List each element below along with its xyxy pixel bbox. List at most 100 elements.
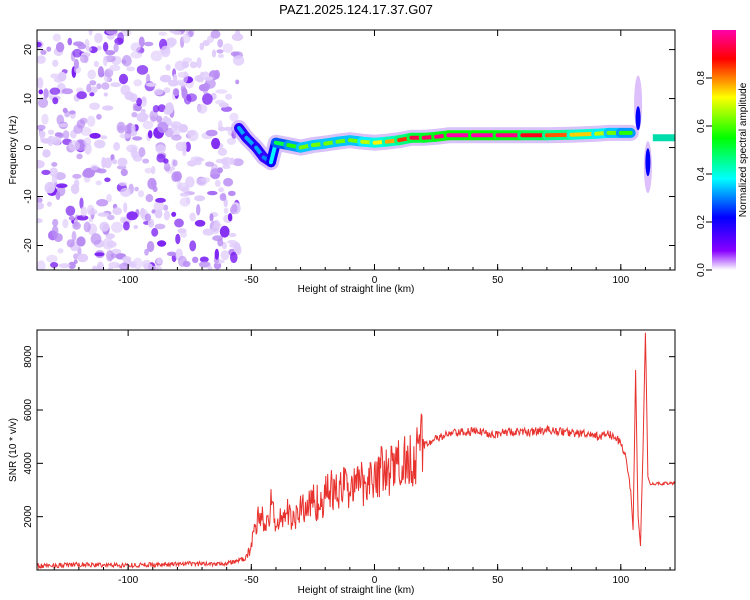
noise-blob xyxy=(211,137,221,150)
noise-blob xyxy=(194,75,201,82)
noise-blob xyxy=(124,124,131,135)
noise-blob xyxy=(202,40,210,47)
noise-blob xyxy=(227,213,233,222)
noise-blob xyxy=(132,103,137,112)
noise-blob xyxy=(86,204,95,216)
noise-blob xyxy=(68,261,76,269)
noise-blob xyxy=(56,183,68,188)
noise-region xyxy=(37,30,245,270)
noise-blob xyxy=(215,89,228,94)
noise-blob xyxy=(73,253,79,260)
noise-blob xyxy=(160,45,171,58)
noise-blob xyxy=(199,256,209,263)
noise-blob xyxy=(68,140,80,152)
noise-blob xyxy=(223,207,229,214)
noise-blob xyxy=(97,66,104,78)
noise-blob xyxy=(88,30,93,36)
noise-blob xyxy=(113,43,119,53)
noise-blob xyxy=(181,186,190,193)
noise-blob xyxy=(186,130,196,136)
noise-blob xyxy=(106,240,117,248)
noise-blob xyxy=(196,204,201,216)
noise-blob xyxy=(138,36,145,48)
noise-blob xyxy=(50,73,59,79)
noise-blob xyxy=(68,215,75,221)
noise-blob xyxy=(178,255,187,267)
colorbar-tick-label: 0.6 xyxy=(696,119,707,133)
noise-blob xyxy=(101,157,107,169)
noise-blob xyxy=(65,205,76,216)
noise-blob xyxy=(192,256,199,263)
noise-blob xyxy=(126,144,138,153)
noise-blob xyxy=(106,214,115,221)
noise-blob xyxy=(163,204,169,211)
noise-blob xyxy=(143,263,153,270)
snr-frame xyxy=(36,329,676,571)
noise-blob xyxy=(86,83,92,93)
noise-blob xyxy=(72,173,82,179)
noise-blob xyxy=(155,197,166,203)
noise-blob xyxy=(210,168,221,180)
noise-blob xyxy=(49,167,58,177)
noise-blob xyxy=(144,248,149,256)
noise-blob xyxy=(55,42,65,53)
noise-blob xyxy=(163,210,170,221)
noise-blob xyxy=(52,59,59,67)
noise-blob xyxy=(52,97,59,105)
noise-blob xyxy=(209,213,214,222)
noise-blob xyxy=(89,86,98,94)
noise-blob xyxy=(96,199,109,207)
noise-blob xyxy=(202,93,213,105)
noise-blob xyxy=(227,240,238,244)
noise-blob xyxy=(153,88,164,96)
noise-blob xyxy=(104,68,114,78)
noise-blob xyxy=(129,93,138,102)
spectrogram-xlabel: Height of straight line (km) xyxy=(298,284,415,295)
noise-blob xyxy=(168,79,179,87)
noise-blob xyxy=(41,169,51,175)
noise-blob xyxy=(126,211,138,221)
noise-blob xyxy=(96,261,104,270)
noise-blob xyxy=(223,126,233,131)
noise-blob xyxy=(140,207,146,219)
noise-blob xyxy=(46,254,58,263)
noise-blob xyxy=(87,69,96,80)
snr-ylabel: SNR (10 * v/v) xyxy=(8,418,19,482)
noise-blob xyxy=(136,112,149,123)
noise-blob xyxy=(174,60,186,71)
noise-blob xyxy=(76,215,89,221)
noise-blob xyxy=(76,153,83,160)
noise-blob xyxy=(149,110,159,122)
noise-blob xyxy=(163,107,173,115)
noise-blob xyxy=(187,160,197,167)
noise-blob xyxy=(119,133,132,139)
noise-blob xyxy=(131,123,136,135)
noise-blob xyxy=(226,137,237,145)
noise-blob xyxy=(96,45,102,51)
noise-blob xyxy=(131,112,138,118)
colorbar-tick-label: 0.8 xyxy=(696,71,707,85)
noise-blob xyxy=(37,77,44,89)
noise-blob xyxy=(41,113,49,125)
noise-blob xyxy=(50,262,59,268)
noise-blob xyxy=(120,168,128,177)
noise-blob xyxy=(217,147,228,156)
noise-blob xyxy=(153,201,165,212)
noise-blob xyxy=(89,80,97,86)
noise-blob xyxy=(207,190,218,196)
noise-blob xyxy=(89,132,101,139)
noise-blob xyxy=(83,221,91,233)
noise-blob xyxy=(105,233,115,240)
noise-blob xyxy=(146,241,155,253)
noise-blob xyxy=(214,179,221,187)
noise-blob xyxy=(216,49,224,54)
noise-blob xyxy=(141,96,146,103)
noise-blob xyxy=(46,46,52,52)
frequency-ridge xyxy=(231,75,675,194)
noise-blob xyxy=(172,88,180,97)
noise-blob xyxy=(142,120,154,130)
noise-blob xyxy=(52,136,62,146)
noise-blob xyxy=(89,92,95,97)
noise-blob xyxy=(145,194,154,203)
noise-blob xyxy=(196,57,202,69)
